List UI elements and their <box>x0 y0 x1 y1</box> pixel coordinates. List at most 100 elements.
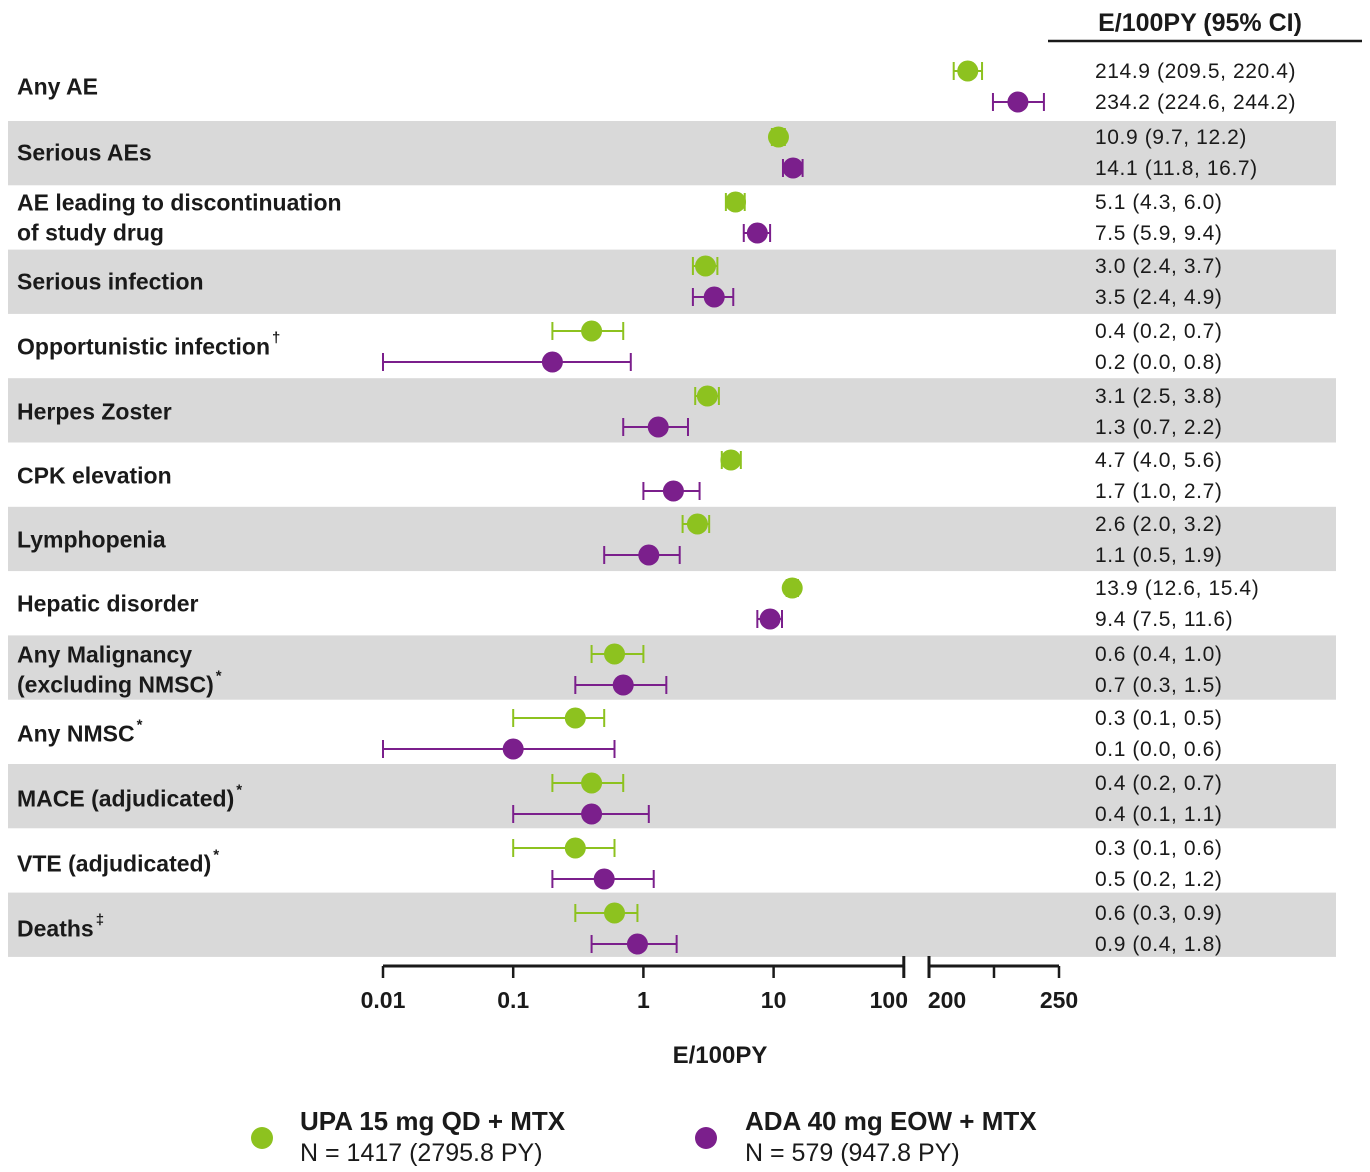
forest-row: Opportunistic infection † 0.4 (0.2, 0.7) 0.… <box>17 320 1222 374</box>
forest-rows: Any AE 214.9 (209.5, 220.4) 234.2 (224.6, … <box>17 60 1296 956</box>
row-label: Serious AEs <box>17 140 152 166</box>
x-axis-title: E/100PY <box>673 1042 768 1069</box>
x-tick-label: 100 <box>870 987 908 1013</box>
upa-point <box>957 60 979 82</box>
row-label: Opportunistic infection † <box>17 330 280 360</box>
ada-point <box>626 933 648 955</box>
row-label: VTE (adjudicated) * <box>17 847 219 877</box>
row-label: Serious infection <box>17 269 204 295</box>
legend-upa-n: N = 1417 (2795.8 PY) <box>300 1139 543 1167</box>
legend-upa-marker <box>251 1127 273 1149</box>
row-band <box>8 506 1336 572</box>
forest-row: Herpes Zoster 3.1 (2.5, 3.8) 1.3 (0.7, 2.2… <box>17 385 1222 439</box>
upa-value-text: 0.3 (0.1, 0.6) <box>1095 837 1222 860</box>
forest-row: CPK elevation 4.7 (4.0, 5.6) 1.7 (1.0, 2.7… <box>17 449 1222 503</box>
forest-row: Lymphopenia 2.6 (2.0, 3.2) 1.1 (0.5, 1.9) <box>17 513 1222 567</box>
ada-value-text: 0.1 (0.0, 0.6) <box>1095 738 1222 761</box>
forest-row: Deaths ‡ 0.6 (0.3, 0.9) 0.9 (0.4, 1.8) <box>17 902 1222 956</box>
legend-ada-n: N = 579 (947.8 PY) <box>745 1139 960 1167</box>
ada-point <box>782 157 804 179</box>
upa-point <box>564 707 586 729</box>
upa-value-text: 3.1 (2.5, 3.8) <box>1095 385 1222 408</box>
upa-value-text: 0.6 (0.4, 1.0) <box>1095 643 1222 666</box>
row-band <box>8 249 1336 314</box>
row-band <box>8 121 1336 186</box>
ada-point <box>1007 91 1029 113</box>
upa-value-text: 0.3 (0.1, 0.5) <box>1095 707 1222 730</box>
upa-point <box>695 255 717 277</box>
x-tick-label: 0.01 <box>361 987 406 1013</box>
ada-value-text: 0.5 (0.2, 1.2) <box>1095 868 1222 891</box>
ada-point <box>647 416 669 438</box>
row-label-footnote: * <box>213 847 219 864</box>
ada-point <box>502 738 524 760</box>
row-label: Any NMSC * <box>17 717 143 747</box>
upa-value-text: 0.4 (0.2, 0.7) <box>1095 772 1222 795</box>
row-bands <box>8 121 1336 957</box>
upa-point <box>725 191 747 213</box>
row-label: Hepatic disorder <box>17 591 199 617</box>
forest-row: MACE (adjudicated) * 0.4 (0.2, 0.7) 0.4 (0.… <box>17 772 1222 826</box>
ada-value-text: 7.5 (5.9, 9.4) <box>1095 222 1222 245</box>
upa-point <box>781 577 803 599</box>
row-label: Deaths ‡ <box>17 912 104 942</box>
x-axis: 0.01 0.1 1 10 100 200 250 <box>361 956 1078 1013</box>
row-label: MACE (adjudicated) * <box>17 782 242 812</box>
upa-value-text: 10.9 (9.7, 12.2) <box>1095 126 1247 149</box>
x-tick-label: 200 <box>928 987 966 1013</box>
legend-ada-marker <box>695 1127 717 1149</box>
ada-point <box>541 351 563 373</box>
ada-value-text: 1.3 (0.7, 2.2) <box>1095 416 1222 439</box>
row-label: Herpes Zoster <box>17 399 172 425</box>
ada-value-text: 0.4 (0.1, 1.1) <box>1095 803 1222 826</box>
row-label-footnote: * <box>236 782 242 799</box>
ci-column-header: E/100PY (95% CI) <box>1098 9 1302 37</box>
ada-value-text: 234.2 (224.6, 244.2) <box>1095 91 1296 114</box>
ada-point <box>581 803 603 825</box>
ada-value-text: 1.1 (0.5, 1.9) <box>1095 544 1222 567</box>
row-label-footnote: † <box>272 330 280 347</box>
upa-value-text: 0.4 (0.2, 0.7) <box>1095 320 1222 343</box>
upa-point <box>720 449 742 471</box>
row-label: Any Malignancy <box>17 642 192 668</box>
ada-point <box>746 222 768 244</box>
forest-row: Any Malignancy(excluding NMSC) * 0.6 (0.4,… <box>17 642 1222 698</box>
row-label: Lymphopenia <box>17 527 166 553</box>
upa-value-text: 2.6 (2.0, 3.2) <box>1095 513 1222 536</box>
row-label: AE leading to discontinuation <box>17 190 342 216</box>
upa-point <box>686 513 708 535</box>
legend-upa-name: UPA 15 mg QD + MTX <box>300 1106 566 1136</box>
forest-row: Hepatic disorder 13.9 (12.6, 15.4) 9.4 (7.… <box>17 577 1259 631</box>
x-tick-label: 250 <box>1040 987 1078 1013</box>
legend: UPA 15 mg QD + MTX N = 1417 (2795.8 PY) … <box>251 1106 1037 1167</box>
row-band <box>8 764 1336 829</box>
ada-value-text: 9.4 (7.5, 11.6) <box>1095 608 1233 631</box>
upa-point <box>604 902 626 924</box>
ada-value-text: 1.7 (1.0, 2.7) <box>1095 480 1222 503</box>
forest-row: AE leading to discontinuation of study dr… <box>17 190 1222 246</box>
upa-point <box>564 837 586 859</box>
row-label-footnote: * <box>216 668 222 685</box>
upa-point <box>696 385 718 407</box>
ada-value-text: 14.1 (11.8, 16.7) <box>1095 157 1258 180</box>
row-label-footnote: ‡ <box>96 912 104 929</box>
row-label: of study drug <box>17 220 164 246</box>
upa-point <box>581 772 603 794</box>
forest-row: Any NMSC * 0.3 (0.1, 0.5) 0.1 (0.0, 0.6) <box>17 707 1222 761</box>
upa-value-text: 3.0 (2.4, 3.7) <box>1095 255 1222 278</box>
ada-point <box>638 544 660 566</box>
ada-point <box>612 674 634 696</box>
forest-row: Serious infection 3.0 (2.4, 3.7) 3.5 (2.4,… <box>17 255 1222 309</box>
upa-point <box>604 643 626 665</box>
ada-value-text: 0.7 (0.3, 1.5) <box>1095 674 1222 697</box>
row-label: CPK elevation <box>17 463 172 489</box>
row-band <box>8 378 1336 443</box>
forest-row: Serious AEs 10.9 (9.7, 12.2) 14.1 (11.8, 1… <box>17 126 1258 180</box>
x-tick-label: 1 <box>637 987 650 1013</box>
row-band <box>8 892 1336 957</box>
ada-point <box>703 286 725 308</box>
row-label-footnote: * <box>137 717 143 734</box>
row-label: (excluding NMSC) * <box>17 668 222 698</box>
